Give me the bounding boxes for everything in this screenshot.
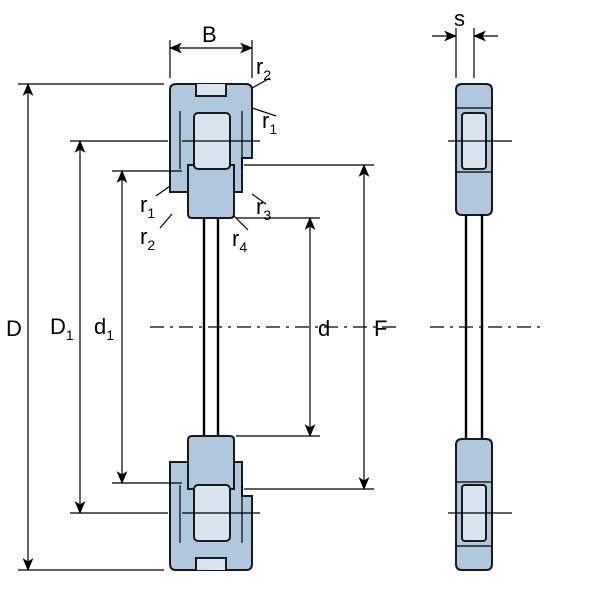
svg-text:r2: r2 xyxy=(140,224,155,253)
dim-B: B xyxy=(170,22,252,78)
svg-text:r3: r3 xyxy=(256,194,271,223)
label-d1-sub: 1 xyxy=(106,327,114,343)
label-s: s xyxy=(454,6,465,31)
svg-text:D1: D1 xyxy=(50,314,74,343)
svg-text:r2: r2 xyxy=(256,54,271,83)
right-ring-top xyxy=(448,84,512,215)
inner-ring-top xyxy=(188,165,234,218)
right-ring-bottom xyxy=(448,439,512,570)
label-B: B xyxy=(202,22,217,47)
svg-text:r4: r4 xyxy=(232,226,247,255)
inner-ring-bottom xyxy=(188,436,234,489)
label-d: d xyxy=(318,316,330,341)
label-F: F xyxy=(374,316,387,341)
svg-text:d1: d1 xyxy=(94,314,114,343)
svg-text:r1: r1 xyxy=(262,108,277,137)
label-D1-sub: 1 xyxy=(66,327,74,343)
dim-s: s xyxy=(432,6,498,78)
svg-text:r1: r1 xyxy=(140,192,155,221)
label-D: D xyxy=(6,316,22,341)
label-D1: D xyxy=(50,314,66,339)
label-d1: d xyxy=(94,314,106,339)
dim-D: D xyxy=(6,84,164,570)
